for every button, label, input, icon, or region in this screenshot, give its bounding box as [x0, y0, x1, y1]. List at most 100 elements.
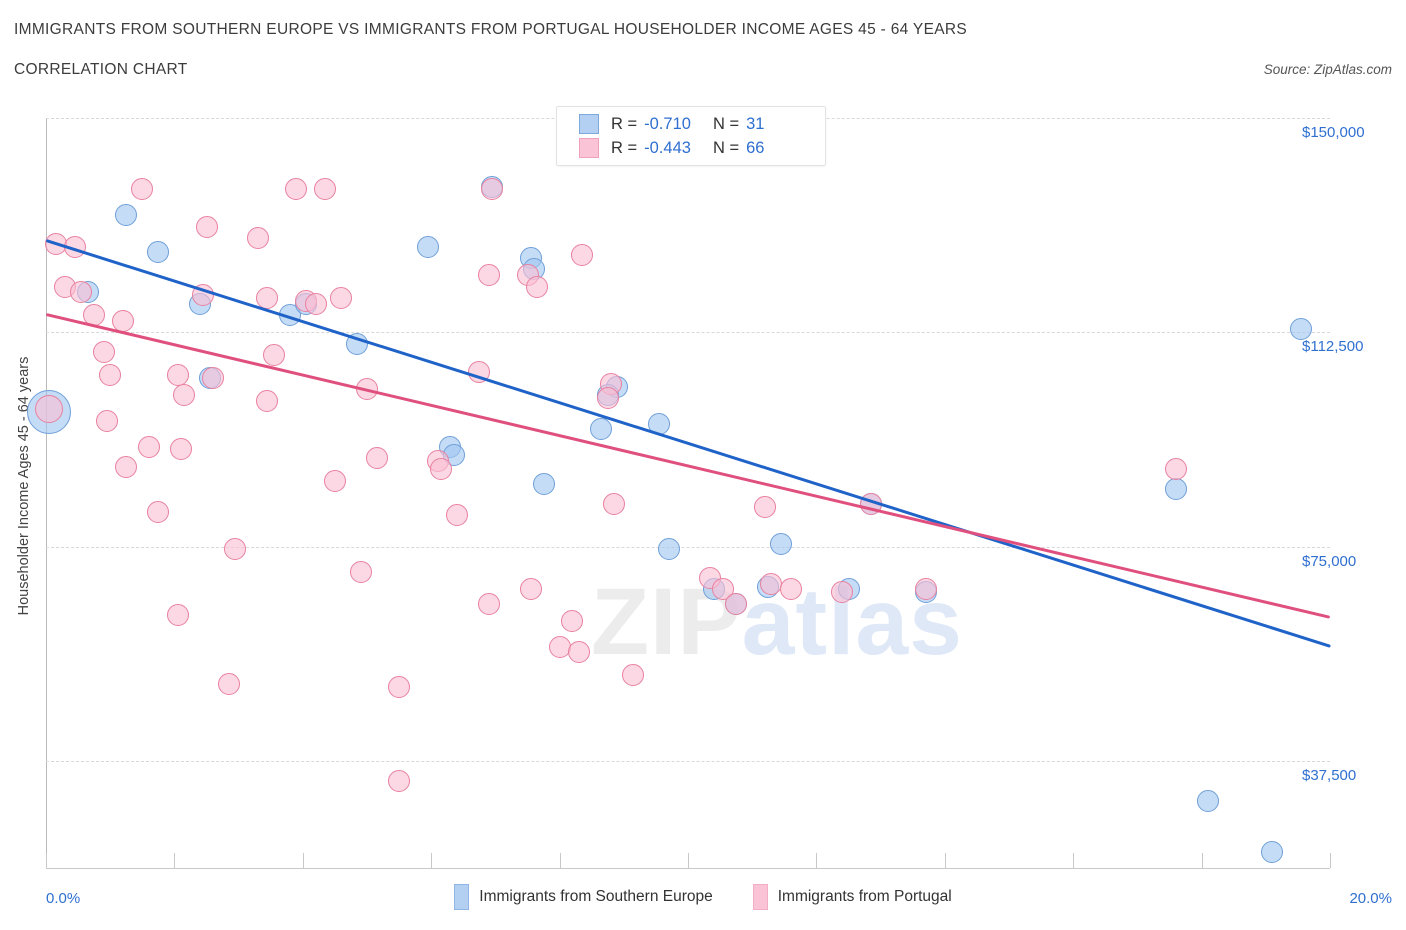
data-point[interactable]: [590, 418, 613, 441]
data-point[interactable]: [596, 387, 619, 409]
data-point[interactable]: [532, 472, 555, 495]
n-label-blue: N =: [712, 114, 740, 133]
stats-row-southern-europe: R = -0.710 N = 31: [579, 112, 764, 136]
data-point[interactable]: [1261, 841, 1284, 864]
data-point[interactable]: [477, 592, 500, 615]
data-point[interactable]: [304, 292, 327, 315]
x-tick: [302, 853, 304, 868]
data-point[interactable]: [622, 664, 645, 687]
data-point[interactable]: [519, 578, 542, 601]
legend-swatch-pink: [579, 138, 599, 158]
data-point[interactable]: [173, 384, 196, 407]
data-point[interactable]: [445, 504, 468, 527]
data-point[interactable]: [754, 495, 777, 518]
data-point[interactable]: [314, 178, 337, 201]
data-point[interactable]: [477, 264, 500, 287]
n-label-pink: N =: [712, 138, 740, 157]
trendline-blue: [45, 239, 1331, 649]
legend-swatch-blue: [579, 114, 599, 134]
data-point[interactable]: [201, 367, 224, 389]
data-point[interactable]: [831, 581, 854, 604]
x-tick: [559, 853, 561, 868]
x-tick: [1073, 853, 1075, 868]
x-axis-min-label: 0.0%: [46, 890, 81, 907]
correlation-stats-legend: R = -0.710 N = 31 R = -0.443 N = 66: [556, 106, 826, 166]
data-point[interactable]: [365, 447, 388, 469]
data-point[interactable]: [224, 538, 247, 561]
data-point[interactable]: [526, 275, 549, 298]
y-axis-title: Householder Income Ages 45 - 64 years: [16, 356, 32, 616]
data-point[interactable]: [429, 458, 452, 481]
data-point[interactable]: [169, 438, 192, 461]
gridline: [46, 760, 1330, 762]
n-value-pink: 66: [746, 138, 765, 157]
data-point[interactable]: [256, 389, 279, 412]
series-legend-item-southern-europe[interactable]: Immigrants from Southern Europe: [454, 884, 713, 910]
data-point[interactable]: [137, 435, 160, 458]
x-tick: [431, 853, 433, 868]
x-tick: [688, 853, 689, 868]
data-point[interactable]: [760, 572, 783, 595]
data-point[interactable]: [1164, 458, 1187, 481]
stats-row-portugal: R = -0.443 N = 66: [579, 136, 764, 160]
data-point[interactable]: [285, 178, 308, 201]
data-point[interactable]: [95, 409, 118, 432]
data-point[interactable]: [1197, 789, 1220, 812]
gridline: [46, 332, 1330, 334]
gridline: [46, 546, 1330, 548]
scatter-plot-area: ZIPatlas: [27, 118, 1331, 869]
data-point[interactable]: [770, 532, 793, 555]
x-tick: [1330, 853, 1331, 868]
data-point[interactable]: [657, 538, 680, 561]
y-axis-line: [46, 118, 47, 868]
r-value-blue: -0.710: [644, 114, 691, 133]
data-point[interactable]: [147, 241, 170, 264]
data-point[interactable]: [92, 341, 115, 364]
data-point[interactable]: [416, 235, 439, 258]
y-tick-label: $37,500: [1302, 766, 1357, 784]
data-point[interactable]: [725, 592, 748, 615]
series-swatch-blue: [454, 884, 470, 910]
data-point[interactable]: [35, 395, 64, 424]
data-point[interactable]: [330, 287, 353, 309]
data-point[interactable]: [1164, 478, 1187, 501]
data-point[interactable]: [131, 178, 154, 201]
data-point[interactable]: [246, 227, 269, 249]
trendline-pink: [45, 313, 1331, 620]
data-point[interactable]: [567, 641, 590, 664]
data-point[interactable]: [70, 281, 93, 304]
data-point[interactable]: [561, 609, 584, 632]
r-label-blue: R =: [611, 114, 638, 133]
data-point[interactable]: [115, 204, 138, 227]
series-label-portugal: Immigrants from Portugal: [777, 888, 952, 905]
data-point[interactable]: [99, 364, 122, 387]
data-point[interactable]: [349, 561, 372, 584]
data-point[interactable]: [603, 492, 626, 515]
data-point[interactable]: [388, 675, 411, 698]
data-point[interactable]: [166, 604, 189, 627]
x-tick: [816, 853, 818, 868]
y-tick-label: $75,000: [1302, 552, 1357, 570]
page-title: IMMIGRANTS FROM SOUTHERN EUROPE VS IMMIG…: [14, 21, 968, 38]
y-tick-label: $150,000: [1302, 124, 1365, 141]
data-point[interactable]: [323, 469, 346, 492]
source-attribution: Source: ZipAtlas.com: [1263, 62, 1392, 77]
data-point[interactable]: [147, 501, 170, 524]
x-tick: [174, 853, 176, 868]
data-point[interactable]: [195, 215, 218, 238]
data-point[interactable]: [1290, 318, 1313, 341]
r-label-pink: R =: [611, 138, 638, 157]
data-point[interactable]: [914, 578, 937, 601]
data-point[interactable]: [779, 578, 802, 601]
x-tick: [944, 853, 946, 868]
y-tick-label: $112,500: [1302, 338, 1364, 356]
data-point[interactable]: [262, 344, 285, 367]
data-point[interactable]: [166, 364, 189, 387]
data-point[interactable]: [217, 672, 240, 695]
r-value-pink: -0.443: [644, 138, 691, 157]
data-point[interactable]: [115, 455, 138, 478]
series-legend-item-portugal[interactable]: Immigrants from Portugal: [752, 884, 952, 910]
data-point[interactable]: [571, 244, 594, 267]
data-point[interactable]: [481, 178, 504, 201]
data-point[interactable]: [388, 769, 411, 792]
